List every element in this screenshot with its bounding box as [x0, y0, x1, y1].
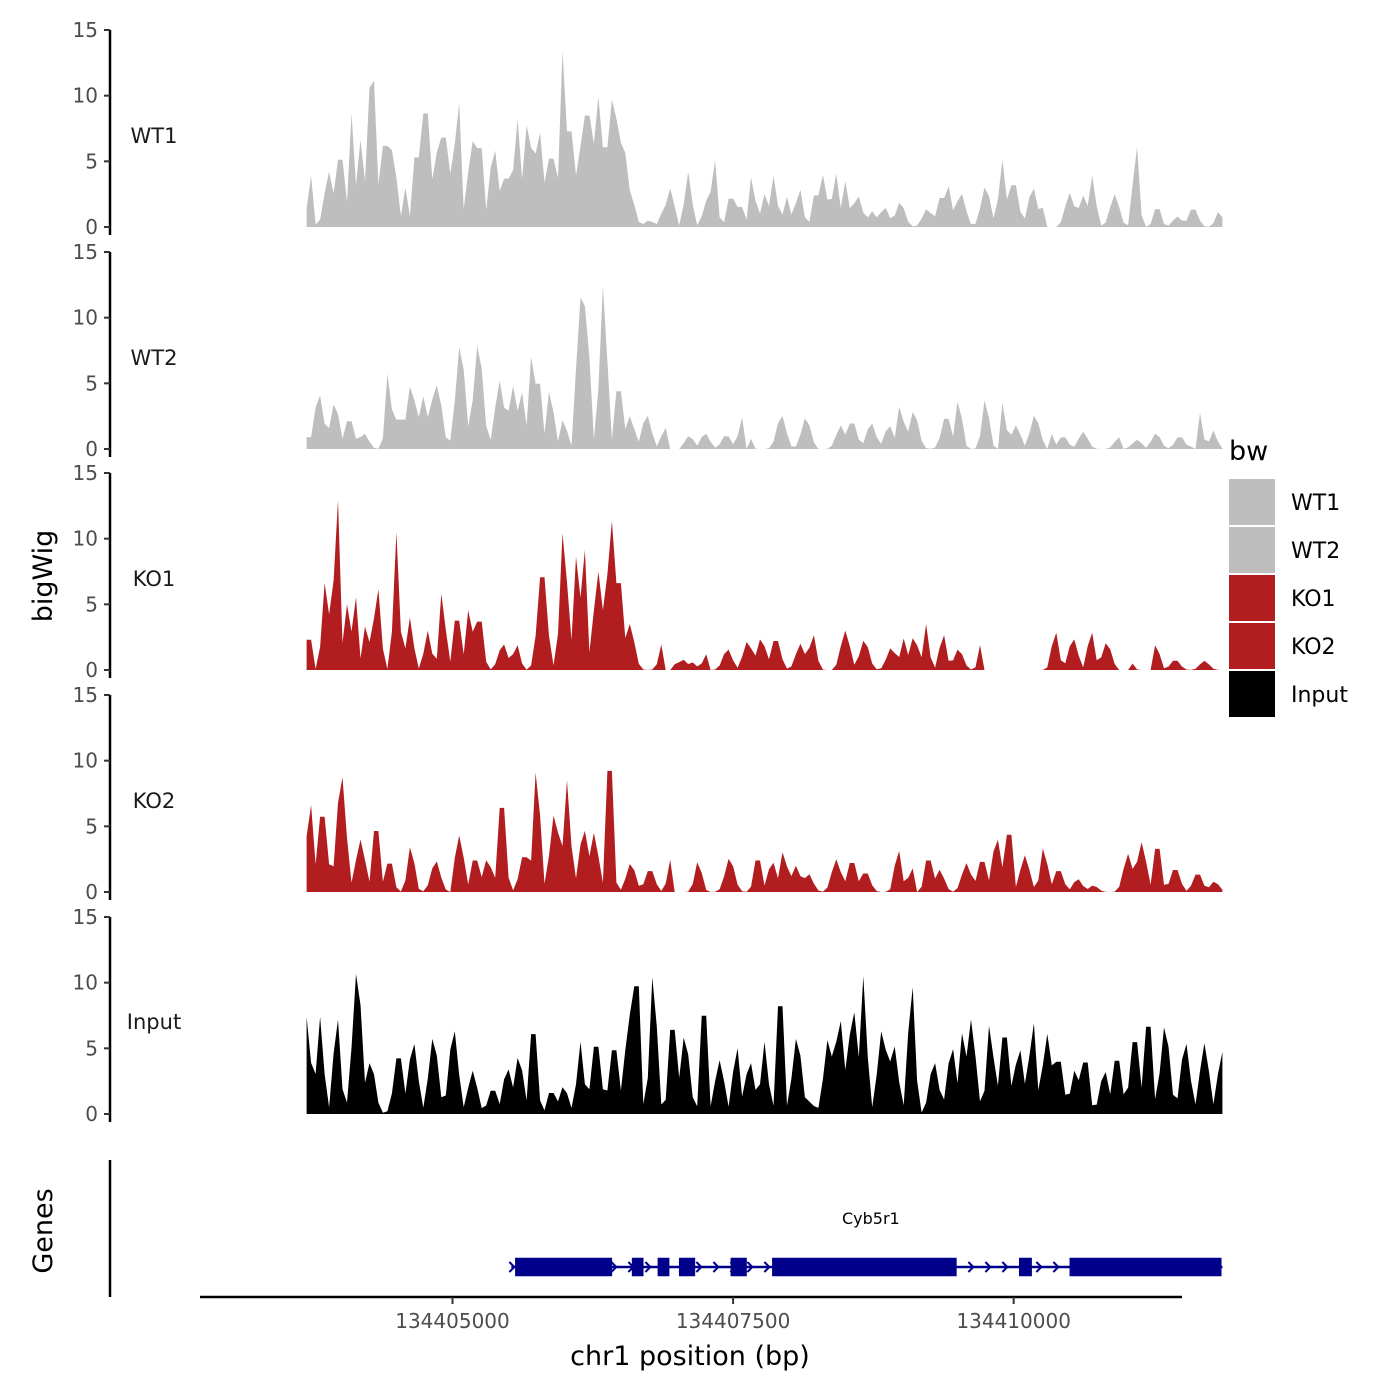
y-tick-label: 15 — [73, 683, 98, 707]
y-tick-label: 10 — [73, 527, 98, 551]
y-tick-label: 15 — [73, 18, 98, 42]
legend-label: Input — [1291, 683, 1348, 708]
y-tick-label: 10 — [73, 749, 98, 773]
x-axis-title: chr1 position (bp) — [570, 1341, 810, 1372]
exon-block — [1168, 1257, 1222, 1277]
legend-swatch — [1229, 479, 1275, 525]
track-label-ko2: KO2 — [133, 789, 176, 813]
y-tick-label: 0 — [85, 437, 98, 461]
y-tick-label: 15 — [73, 240, 98, 264]
signal-area-ko1 — [306, 500, 1223, 670]
y-tick-label: 5 — [85, 814, 98, 838]
track-wt2: WT2 — [131, 285, 1223, 449]
y-tick-label: 10 — [73, 306, 98, 330]
legend-swatch — [1229, 575, 1275, 621]
exon-block — [631, 1257, 644, 1277]
y-tick-label: 0 — [85, 215, 98, 239]
y-tick-label: 0 — [85, 1102, 98, 1126]
y-tick-label: 0 — [85, 880, 98, 904]
y-axis-input: 0 5 10 15 — [73, 905, 112, 1126]
y-tick-label: 10 — [73, 971, 98, 995]
signal-area-ko2 — [306, 770, 1223, 892]
y-axis-ko1: 0 5 10 15 — [73, 461, 112, 682]
legend-swatch — [1229, 623, 1275, 669]
x-axis: 134405000 134407500 134410000 — [200, 1295, 1182, 1333]
exon-block — [1019, 1257, 1032, 1277]
y-tick-label: 5 — [85, 149, 98, 173]
signal-area-input — [306, 974, 1223, 1114]
strand-arrow — [712, 1261, 720, 1273]
legend: bw WT1 WT2 KO1 KO2 Input — [1229, 436, 1348, 717]
y-tick-label: 5 — [85, 592, 98, 616]
legend-item-wt2: WT2 — [1229, 527, 1340, 573]
strand-arrow — [644, 1261, 652, 1273]
legend-swatch — [1229, 527, 1275, 573]
track-label-wt1: WT1 — [131, 124, 178, 148]
y-tick-label: 0 — [85, 658, 98, 682]
strand-arrow — [610, 1261, 618, 1273]
strand-arrow — [1001, 1261, 1009, 1273]
y-tick-label: 10 — [73, 84, 98, 108]
legend-item-ko1: KO1 — [1229, 575, 1336, 621]
y-axis-ko2: 0 5 10 15 — [73, 683, 112, 904]
exon-block — [678, 1257, 696, 1277]
strand-arrow — [695, 1261, 703, 1273]
exon-block — [1069, 1257, 1127, 1277]
y-tick-label: 15 — [73, 461, 98, 485]
legend-item-input: Input — [1229, 671, 1348, 717]
exon-block — [515, 1257, 565, 1277]
track-label-ko1: KO1 — [133, 567, 176, 591]
y-tick-label: 5 — [85, 371, 98, 395]
exon-block — [564, 1257, 613, 1277]
track-wt1: WT1 — [131, 51, 1223, 227]
legend-label: WT2 — [1291, 539, 1340, 564]
strand-arrow — [1052, 1261, 1060, 1273]
legend-label: WT1 — [1291, 491, 1340, 516]
strand-arrow — [763, 1261, 771, 1273]
legend-label: KO1 — [1291, 587, 1336, 612]
y-axis-title: bigWig — [28, 530, 59, 623]
x-tick-label: 134405000 — [395, 1309, 510, 1333]
exon-block — [730, 1257, 747, 1277]
legend-title: bw — [1229, 436, 1268, 467]
exon-block — [828, 1257, 886, 1277]
y-axis-wt2: 0 5 10 15 — [73, 240, 112, 461]
gene-label: Cyb5r1 — [842, 1209, 900, 1228]
track-ko2: KO2 — [133, 770, 1223, 892]
gene-annotation-panel: Cyb5r1 — [108, 1160, 1223, 1297]
y-tick-label: 15 — [73, 905, 98, 929]
x-tick-label: 134410000 — [956, 1309, 1071, 1333]
signal-area-wt2 — [306, 285, 1223, 449]
track-input: Input — [127, 974, 1223, 1114]
x-tick-label: 134407500 — [676, 1309, 791, 1333]
exon-block — [772, 1257, 829, 1277]
legend-swatch — [1229, 671, 1275, 717]
exon-block — [657, 1257, 670, 1277]
strand-arrow — [1035, 1261, 1043, 1273]
gene-cyb5r1: Cyb5r1 — [508, 1209, 1223, 1277]
exon-block — [1125, 1257, 1169, 1277]
y-tick-label: 5 — [85, 1036, 98, 1060]
strand-arrow — [508, 1261, 516, 1273]
legend-item-wt1: WT1 — [1229, 479, 1340, 525]
signal-area-wt1 — [306, 51, 1223, 227]
exon-block — [885, 1257, 920, 1277]
legend-item-ko2: KO2 — [1229, 623, 1336, 669]
strand-arrow — [967, 1261, 975, 1273]
track-label-wt2: WT2 — [131, 346, 178, 370]
signal-tracks: WT1 WT2 KO1 KO2 Input — [127, 51, 1223, 1114]
strand-arrow — [984, 1261, 992, 1273]
exon-block — [919, 1257, 957, 1277]
track-ko1: KO1 — [133, 500, 1223, 670]
genes-panel-title: Genes — [28, 1188, 59, 1273]
y-axis-wt1: 0 5 10 15 — [73, 18, 112, 239]
track-label-input: Input — [127, 1010, 181, 1034]
legend-label: KO2 — [1291, 635, 1336, 660]
strand-arrow — [746, 1261, 754, 1273]
